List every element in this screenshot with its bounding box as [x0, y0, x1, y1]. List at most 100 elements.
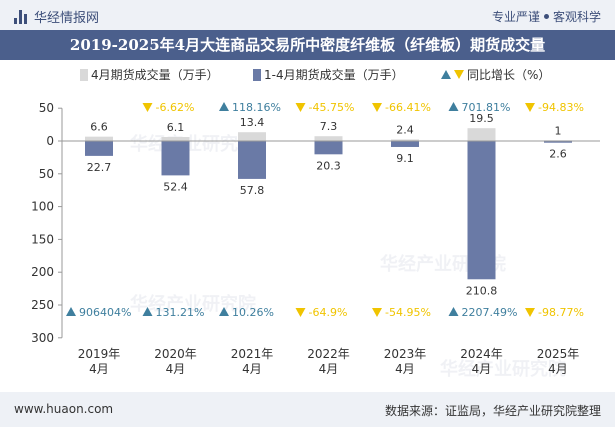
y-tick-label: 0: [46, 134, 54, 148]
bar-label-monthly: 2.4: [396, 123, 414, 136]
growth-marker-monthly: [448, 102, 459, 111]
bar-monthly: [161, 136, 190, 141]
growth-label-cumulative: 906404%: [79, 306, 131, 319]
y-tick-label: 100: [31, 200, 54, 214]
legend-swatch-monthly: [80, 68, 88, 81]
footer-source: 数据来源：证监局，华经产业研究院整理: [384, 404, 601, 418]
header-bar: 华经情报网 专业严谨 客观科学: [0, 0, 615, 30]
bar-label-monthly: 7.3: [320, 120, 338, 133]
x-tick-label-month: 4月: [319, 362, 339, 376]
bar-monthly: [467, 128, 496, 141]
legend-item-cumulative: 1-4月期货成交量（万手）: [253, 66, 404, 83]
growth-label-cumulative: -64.9%: [309, 306, 348, 319]
bar-cumulative: [238, 141, 266, 179]
bar-label-cumulative: 52.4: [163, 180, 188, 193]
growth-marker-monthly: [372, 103, 382, 112]
y-tick-label: 150: [31, 232, 54, 246]
triangle-up-icon: [441, 70, 451, 79]
x-tick-label-year: 2023年: [384, 347, 427, 361]
bar-label-monthly: 19.5: [469, 112, 494, 125]
growth-label-cumulative: 131.21%: [156, 306, 205, 319]
bar-label-cumulative: 20.3: [316, 159, 341, 172]
growth-label-monthly: -6.62%: [156, 101, 195, 114]
x-tick-label-year: 2022年: [307, 347, 350, 361]
x-tick-label-year: 2019年: [78, 347, 121, 361]
bar-cumulative: [314, 141, 343, 155]
x-tick-label-year: 2021年: [231, 347, 274, 361]
y-tick-label: 50: [39, 101, 54, 115]
bar-label-cumulative: 57.8: [240, 184, 265, 197]
chart-plot: 500501001502002503006.622.7906404%2019年4…: [31, 101, 600, 376]
x-tick-label-year: 2025年: [537, 347, 580, 361]
bar-monthly: [85, 136, 113, 141]
bar-label-monthly: 6.1: [167, 121, 185, 134]
x-tick-label-month: 4月: [548, 362, 568, 376]
growth-marker-cumulative: [372, 308, 382, 317]
y-tick-label: 250: [31, 298, 54, 312]
chart-title: 2019-2025年4月大连商品交易所中密度纤维板（纤维板）期货成交量: [0, 30, 615, 60]
growth-marker-cumulative: [448, 307, 459, 316]
growth-marker-cumulative: [219, 307, 229, 316]
bar-monthly: [238, 132, 266, 141]
legend-label-monthly: 4月期货成交量（万手）: [91, 68, 219, 82]
legend-item-growth: 同比增长（%）: [441, 66, 550, 83]
watermark-4: 华经产业研究院: [440, 359, 566, 380]
y-tick-label: 200: [31, 265, 54, 279]
bar-label-monthly: 1: [555, 124, 562, 137]
y-tick-label: 300: [31, 331, 54, 345]
growth-marker-cumulative: [142, 307, 153, 316]
growth-marker-cumulative: [295, 308, 306, 317]
bar-cumulative: [544, 141, 572, 143]
tagline: 专业严谨 客观科学: [492, 8, 601, 25]
bar-monthly: [391, 139, 419, 141]
bar-monthly: [314, 136, 343, 141]
bar-label-cumulative: 9.1: [396, 152, 414, 165]
growth-marker-cumulative: [66, 307, 76, 316]
x-tick-label-month: 4月: [89, 362, 109, 376]
growth-marker-monthly: [219, 102, 229, 111]
growth-label-cumulative: 2207.49%: [462, 306, 518, 319]
y-tick-label: 50: [39, 167, 54, 181]
tagline-left: 专业严谨: [491, 10, 540, 24]
x-tick-label-year: 2020年: [154, 347, 197, 361]
tagline-right: 客观科学: [552, 10, 601, 24]
x-tick-label-month: 4月: [395, 362, 415, 376]
growth-label-cumulative: -54.95%: [385, 306, 431, 319]
growth-label-monthly: 118.16%: [232, 101, 281, 114]
growth-marker-cumulative: [525, 308, 535, 317]
bar-label-monthly: 13.4: [240, 116, 265, 129]
bar-cumulative: [161, 141, 190, 176]
growth-label-monthly: -45.75%: [309, 101, 355, 114]
growth-label-cumulative: 10.26%: [232, 306, 274, 319]
chart-legend: 4月期货成交量（万手） 1-4月期货成交量（万手） 同比增长（%）: [0, 66, 615, 86]
growth-marker-monthly: [295, 103, 306, 112]
brand-name: 华经情报网: [34, 11, 100, 26]
bar-label-cumulative: 22.7: [87, 161, 112, 174]
growth-label-cumulative: -98.77%: [538, 306, 584, 319]
triangle-down-icon: [454, 70, 464, 79]
bar-cumulative: [85, 141, 113, 156]
bar-cumulative: [467, 141, 496, 280]
bar-cumulative: [391, 141, 419, 147]
x-tick-label-month: 4月: [472, 362, 492, 376]
growth-marker-monthly: [525, 103, 535, 112]
brand: 华经情报网: [14, 7, 99, 26]
bar-chart-icon: [14, 9, 28, 24]
footer-bar: www.huaon.com 数据来源：证监局，华经产业研究院整理: [0, 392, 615, 427]
x-tick-label-month: 4月: [242, 362, 262, 376]
bar-label-cumulative: 2.6: [549, 148, 567, 161]
bar-label-cumulative: 210.8: [466, 284, 498, 297]
growth-label-monthly: 701.81%: [462, 101, 511, 114]
growth-label-monthly: -66.41%: [385, 101, 431, 114]
legend-swatch-cumulative: [253, 68, 261, 81]
dot-icon: [543, 14, 549, 19]
x-tick-label-month: 4月: [166, 362, 186, 376]
growth-marker-monthly: [142, 103, 153, 112]
legend-label-growth: 同比增长（%）: [467, 68, 551, 82]
growth-label-monthly: -94.83%: [538, 101, 584, 114]
legend-label-cumulative: 1-4月期货成交量（万手）: [264, 68, 404, 82]
footer-website: www.huaon.com: [14, 402, 114, 416]
bar-label-monthly: 6.6: [90, 121, 108, 134]
legend-item-monthly: 4月期货成交量（万手）: [80, 66, 219, 83]
x-tick-label-year: 2024年: [460, 347, 503, 361]
